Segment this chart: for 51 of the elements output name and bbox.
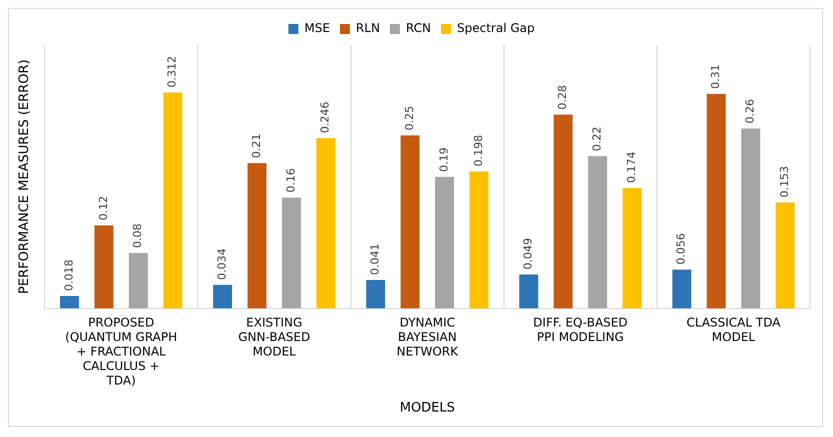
bar <box>163 92 182 308</box>
x-tick-label: EXISTING GNN-BASED MODEL <box>238 316 310 359</box>
bar <box>316 138 336 308</box>
data-label: 0.21 <box>250 134 263 158</box>
bar <box>469 171 488 308</box>
bar <box>519 274 538 308</box>
x-tick-label: PROPOSED (QUANTUM GRAPH + FRACTIONAL CALCULUS + TDA) <box>65 316 178 388</box>
bar <box>554 114 573 308</box>
bar <box>776 202 795 308</box>
y-axis-title: PERFORMANCE MEASURES (ERROR) <box>17 59 32 294</box>
x-tick-label: CLASSICAL TDA MODEL <box>686 316 782 344</box>
bar <box>282 198 301 308</box>
bar <box>60 296 79 308</box>
data-label: 0.018 <box>62 259 76 291</box>
bar <box>94 225 114 308</box>
data-label: 0.049 <box>522 238 535 270</box>
data-label: 0.19 <box>437 147 450 172</box>
data-label: 0.056 <box>674 233 688 265</box>
data-label: 0.174 <box>624 151 638 183</box>
data-label: 0.08 <box>131 224 144 248</box>
bar <box>706 94 726 308</box>
bar <box>366 280 386 308</box>
bar <box>248 163 266 308</box>
bar <box>400 135 420 308</box>
x-tick-label: DYNAMIC BAYESIAN NETWORK <box>396 316 460 359</box>
bar <box>741 128 760 308</box>
bar <box>213 284 232 308</box>
legend-label: Spectral Gap <box>457 21 535 36</box>
bar <box>672 270 692 308</box>
bar <box>588 156 608 308</box>
data-label: 0.26 <box>744 98 757 124</box>
data-label: 0.246 <box>318 102 332 134</box>
legend-label: RLN <box>356 21 380 36</box>
data-label: 0.22 <box>590 126 604 152</box>
data-label: 0.312 <box>166 56 179 88</box>
data-label: 0.12 <box>96 196 110 220</box>
bar <box>622 188 642 308</box>
legend-label: MSE <box>304 21 330 36</box>
data-label: 0.16 <box>284 168 298 193</box>
x-axis-title: MODELS <box>400 400 455 416</box>
data-label: 0.25 <box>402 106 416 130</box>
data-label: 0.153 <box>778 166 791 198</box>
data-label: 0.28 <box>556 85 570 110</box>
bar <box>435 176 454 308</box>
data-label: 0.31 <box>709 64 722 89</box>
x-tick-label: DIFF. EQ-BASED PPI MODELING <box>533 316 628 344</box>
data-label: 0.198 <box>472 134 485 166</box>
bar <box>128 253 148 308</box>
legend-label: RCN <box>406 21 432 36</box>
data-label: 0.041 <box>368 244 382 276</box>
data-label: 0.034 <box>215 248 228 280</box>
